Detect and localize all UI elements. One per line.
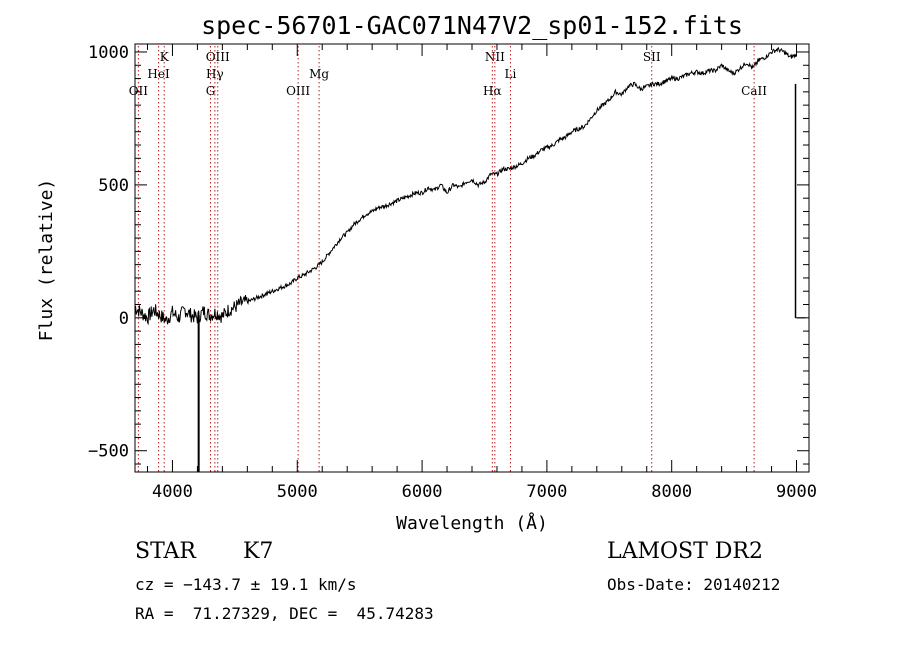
spectral-line-label: OIII — [206, 50, 230, 64]
axes: 4000 5000 6000 7000 8000 9000 −500 0 500 1000 — [88, 43, 817, 502]
object-class: STAR — [135, 539, 196, 564]
flux-line — [134, 46, 797, 326]
y-tick-label: 1000 — [88, 43, 129, 63]
spectral-line-label: CaII — [741, 84, 767, 98]
flux-series — [134, 46, 806, 472]
spectral-line-label: SII — [643, 50, 661, 64]
plot-frame — [134, 43, 810, 473]
x-tick-label: 8000 — [651, 482, 692, 502]
y-tick-label: 0 — [119, 309, 129, 329]
redshift-velocity: cz = −143.7 ± 19.1 km/s — [135, 575, 357, 594]
spectral-line-label: Hγ — [206, 67, 224, 81]
spectral-line-label: HeI — [147, 67, 170, 81]
coordinates: RA = 71.27329, DEC = 45.74283 — [135, 604, 434, 623]
object-subclass: K7 — [243, 539, 274, 564]
spectral-line-label: G — [206, 84, 216, 98]
y-axis-label: Flux (relative) — [36, 179, 57, 342]
spectral-line-label: Hα — [483, 84, 502, 98]
x-axis-label: Wavelength (Å) — [396, 512, 548, 534]
spectral-line-label: K — [160, 50, 170, 64]
y-tick-label: −500 — [88, 442, 129, 462]
spectral-line-label: Li — [505, 67, 517, 81]
observation-date: Obs-Date: 20140212 — [607, 575, 781, 594]
y-tick-label: 500 — [98, 176, 129, 196]
x-tick-label: 4000 — [152, 482, 193, 502]
survey-name: LAMOST DR2 — [607, 539, 763, 564]
chart-title: spec-56701-GAC071N47V2_sp01-152.fits — [201, 11, 743, 40]
spectral-line-label: Mg — [309, 67, 329, 81]
spectral-line-label: OII — [129, 84, 149, 98]
x-tick-label: 9000 — [776, 482, 817, 502]
spectral-line-label: NII — [485, 50, 505, 64]
x-tick-label: 5000 — [277, 482, 318, 502]
x-tick-label: 6000 — [402, 482, 443, 502]
x-tick-label: 7000 — [526, 482, 567, 502]
spectral-line-label: OIII — [286, 84, 310, 98]
